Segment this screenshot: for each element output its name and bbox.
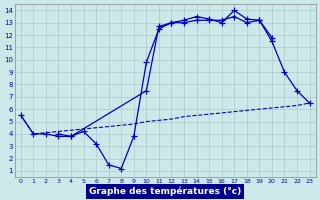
X-axis label: Graphe des températures (°c): Graphe des températures (°c) [89,186,241,196]
